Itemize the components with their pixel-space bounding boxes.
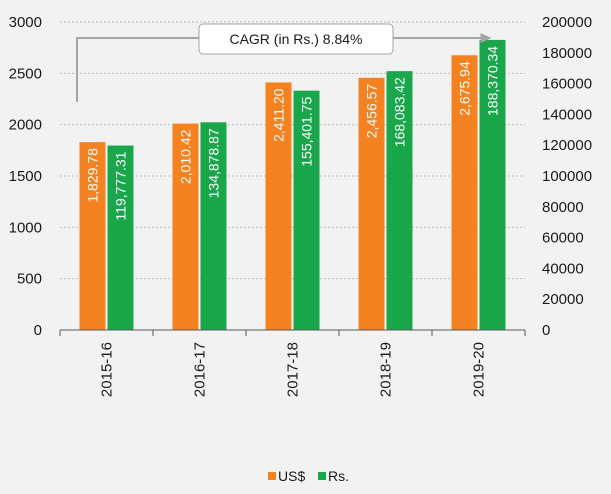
y-right-tick-label: 160000: [542, 76, 592, 93]
y-left-tick-label: 500: [17, 271, 42, 288]
legend: US$ Rs.: [268, 468, 349, 484]
bar-rs: [479, 39, 506, 331]
y-right-tick-label: 180000: [542, 45, 592, 62]
y-left-tick-label: 2500: [9, 65, 42, 82]
y-right-tick-label: 40000: [542, 260, 584, 277]
y-right-tick-label: 120000: [542, 137, 592, 154]
y-right-tick-label: 20000: [542, 291, 584, 308]
legend-label-rs: Rs.: [328, 468, 349, 484]
x-category-label: 2016-17: [192, 342, 209, 397]
bar-usd: [451, 55, 478, 330]
data-label-rs: 168,083.42: [392, 77, 408, 147]
bar-usd: [172, 123, 199, 330]
cagr-label: CAGR (in Rs.) 8.84%: [229, 31, 362, 47]
y-right-tick-label: 80000: [542, 199, 584, 216]
data-label-rs: 155,401.75: [299, 96, 315, 166]
legend-swatch-rs: [318, 472, 326, 480]
cagr-annotation: CAGR (in Rs.) 8.84%: [76, 23, 492, 102]
y-left-tick-label: 0: [34, 322, 42, 339]
x-category-label: 2018-19: [378, 342, 395, 397]
data-label-usd: 2,456.57: [364, 84, 380, 139]
data-labels: 1,829.78 119,777.31 2,010.42 134,878.87 2,41…: [85, 46, 501, 221]
cagr-box: [198, 23, 394, 55]
bar-rs: [386, 71, 413, 330]
y-right-tick-label: 140000: [542, 106, 592, 123]
legend-swatch-usd: [268, 472, 276, 480]
data-label-usd: 2,675.94: [457, 61, 473, 116]
data-label-usd: 2,010.42: [178, 129, 194, 184]
bar-rs: [293, 90, 320, 330]
bar-usd: [265, 82, 292, 330]
x-category-label: 2017-18: [285, 342, 302, 397]
y-right-tick-label: 60000: [542, 230, 584, 247]
y-right-tick-label: 0: [542, 322, 550, 339]
x-category-label: 2019-20: [471, 342, 488, 397]
data-label-usd: 1,829.78: [85, 148, 101, 203]
y-left-tick-label: 1500: [9, 168, 42, 185]
y-right-tick-label: 100000: [542, 168, 592, 185]
bar-usd: [358, 77, 385, 330]
y-left-tick-label: 2000: [9, 117, 42, 134]
bars: [79, 39, 506, 331]
bar-usd: [79, 142, 106, 330]
data-label-rs: 188,370.34: [485, 46, 501, 116]
bar-rs: [200, 122, 227, 331]
y-left-tick-label: 3000: [9, 14, 42, 31]
cagr-arrow-head: [480, 33, 492, 43]
data-label-rs: 119,777.31: [113, 151, 129, 220]
bar-rs: [107, 145, 134, 330]
y-left-tick-label: 1000: [9, 219, 42, 236]
gridlines: [60, 21, 525, 280]
y-right-tick-label: 200000: [542, 14, 592, 31]
data-label-usd: 2,411.20: [271, 88, 287, 142]
axes: 0 500 1000 1500 2000 2500 3000 0 20000 40000 60000…: [9, 14, 592, 397]
data-label-rs: 134,878.87: [206, 128, 222, 198]
legend-label-usd: US$: [278, 468, 305, 484]
x-category-label: 2015-16: [99, 342, 116, 397]
